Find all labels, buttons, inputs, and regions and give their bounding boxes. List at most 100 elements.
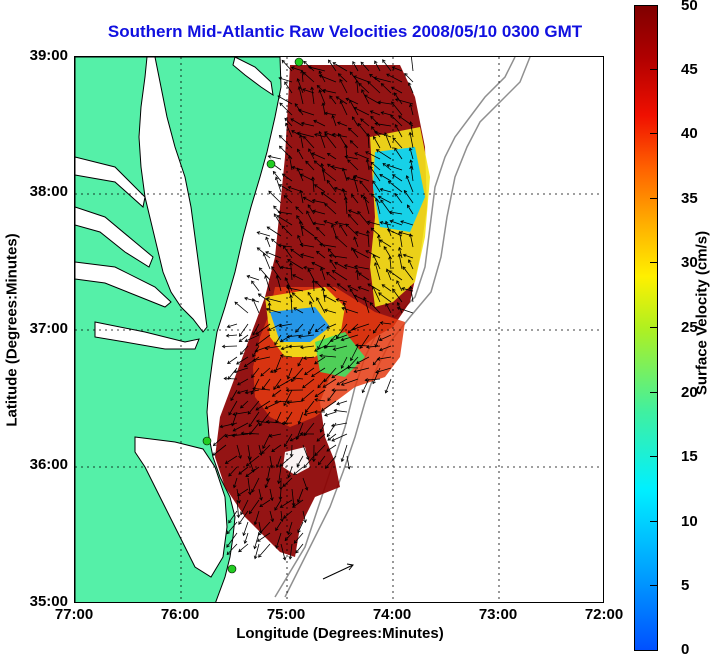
- velocity-arrow-head: [380, 83, 385, 87]
- x-tick-label: 76:00: [160, 606, 200, 623]
- velocity-arrow: [244, 356, 260, 368]
- velocity-arrow-head: [331, 114, 336, 119]
- velocity-arrow: [232, 433, 249, 437]
- velocity-arrow-head: [228, 472, 232, 477]
- velocity-arrow-head: [261, 450, 265, 455]
- velocity-arrow-head: [226, 544, 230, 548]
- velocity-arrow-head: [379, 239, 383, 243]
- velocity-arrow: [228, 466, 238, 477]
- velocity-arrow-head: [256, 538, 261, 542]
- colorbar-tick-label: 40: [681, 125, 698, 142]
- velocity-arrow-head: [283, 515, 287, 519]
- velocity-arrow-head: [372, 285, 376, 290]
- velocity-arrow: [312, 199, 326, 204]
- velocity-arrow: [289, 155, 293, 171]
- velocity-arrow-head: [286, 375, 291, 380]
- velocity-arrow: [265, 477, 271, 488]
- velocity-arrow-head: [321, 287, 326, 291]
- velocity-arrow: [378, 292, 392, 303]
- velocity-arrow: [283, 389, 293, 406]
- velocity-arrow-head: [319, 428, 324, 433]
- velocity-arrow-head: [284, 443, 288, 448]
- map-title: Southern Mid-Atlantic Raw Velocities 200…: [107, 22, 583, 41]
- velocity-arrow-head: [390, 114, 394, 118]
- velocity-arrow: [317, 378, 326, 388]
- velocity-arrow-head: [302, 88, 306, 92]
- velocity-arrow-head: [329, 338, 334, 342]
- velocity-arrow: [240, 400, 249, 409]
- velocity-arrow: [397, 307, 414, 314]
- velocity-arrow-head: [300, 345, 304, 350]
- velocity-arrow-head: [374, 262, 378, 266]
- velocity-arrow: [292, 274, 304, 281]
- velocity-arrow-head: [333, 186, 338, 191]
- velocity-arrow-head: [317, 461, 322, 466]
- velocity-arrow: [351, 247, 359, 259]
- velocity-arrow-head: [284, 537, 289, 542]
- velocity-arrow: [308, 148, 315, 160]
- velocity-arrow-head: [323, 308, 328, 313]
- velocity-arrow-head: [310, 86, 315, 91]
- velocity-arrow: [389, 270, 403, 281]
- velocity-arrow-head: [255, 331, 260, 335]
- velocity-arrow: [313, 222, 326, 226]
- velocity-arrow-head: [328, 59, 332, 64]
- map-plot-area: [74, 56, 604, 603]
- velocity-arrow-head: [281, 59, 286, 64]
- velocity-arrow: [370, 227, 381, 237]
- velocity-arrow: [226, 334, 238, 337]
- velocity-arrow-head: [330, 423, 335, 428]
- velocity-arrow-head: [339, 100, 344, 104]
- velocity-arrow-head: [338, 133, 342, 137]
- velocity-arrow-head: [296, 215, 300, 219]
- velocity-arrow: [269, 488, 273, 501]
- velocity-arrow: [341, 356, 348, 369]
- velocity-arrow-head: [248, 510, 253, 515]
- velocity-arrow: [301, 122, 315, 127]
- velocity-arrow-head: [402, 253, 407, 258]
- velocity-arrow: [345, 156, 359, 160]
- velocity-arrow: [285, 123, 293, 138]
- velocity-arrow-head: [270, 497, 274, 502]
- velocity-arrow-head: [297, 234, 301, 239]
- velocity-arrow-head: [244, 390, 249, 395]
- velocity-arrow-head: [349, 71, 354, 76]
- velocity-arrow-head: [299, 134, 303, 138]
- velocity-arrow: [336, 96, 348, 105]
- velocity-arrow-head: [321, 102, 326, 107]
- velocity-arrow: [397, 302, 403, 314]
- velocity-arrow: [273, 205, 282, 215]
- velocity-arrow: [316, 227, 326, 237]
- velocity-arrow-head: [392, 137, 397, 141]
- velocity-arrow-head: [380, 111, 385, 115]
- scale-arrow: [322, 563, 354, 580]
- velocity-arrow-head: [326, 325, 330, 329]
- velocity-arrow: [376, 149, 392, 160]
- velocity-arrow: [228, 510, 238, 524]
- velocity-arrow: [386, 73, 403, 83]
- velocity-arrow-head: [283, 195, 288, 199]
- velocity-arrow: [410, 121, 414, 138]
- velocity-arrow-head: [349, 140, 354, 144]
- velocity-arrow-head: [244, 296, 248, 301]
- x-tick-label: 74:00: [372, 606, 412, 623]
- velocity-arrow-head: [260, 372, 264, 377]
- x-tick-label: 75:00: [266, 606, 306, 623]
- velocity-arrow-head: [396, 280, 400, 284]
- velocity-arrow-head: [400, 220, 404, 224]
- velocity-arrow-head: [353, 369, 358, 373]
- velocity-arrow: [280, 355, 293, 358]
- velocity-arrow-head: [303, 265, 307, 270]
- velocity-arrow: [247, 444, 251, 460]
- velocity-arrow-head: [335, 96, 340, 100]
- velocity-arrow-head: [353, 106, 358, 111]
- velocity-arrow: [354, 266, 370, 270]
- velocity-arrow: [375, 123, 392, 127]
- velocity-arrow-head: [381, 284, 386, 288]
- velocity-arrow-head: [265, 251, 269, 255]
- velocity-arrow-head: [361, 389, 366, 394]
- velocity-arrow-head: [339, 224, 343, 228]
- velocity-arrow: [298, 109, 315, 116]
- velocity-arrow-head: [276, 384, 281, 389]
- velocity-arrow: [322, 378, 337, 388]
